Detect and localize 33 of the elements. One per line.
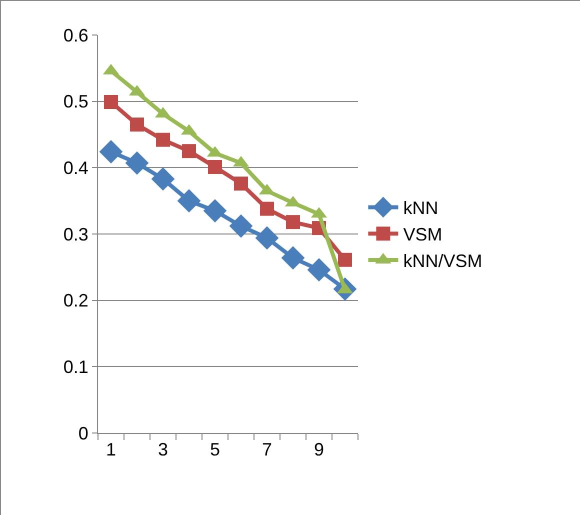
legend-label: VSM [403,224,442,245]
point [208,160,222,174]
legend-label: kNN/VSM [403,251,482,272]
point [104,95,118,109]
point [234,176,248,191]
y-tick-label: 0.1 [63,356,88,377]
point [99,140,123,164]
x-tick-label: 9 [314,440,324,460]
x-tick-label: 7 [262,440,272,460]
point [281,246,305,270]
point [177,189,201,213]
point [125,151,149,175]
point [182,144,196,158]
y-tick-label: 0 [78,423,88,444]
y-tick-label: 0.5 [63,92,88,112]
point [260,202,274,216]
x-tick-label: 5 [210,440,220,460]
y-tick-label: 0.3 [63,224,88,244]
point [338,252,352,267]
y-tick-label: 0.4 [63,158,88,178]
point [151,167,175,191]
y-tick-label: 0.6 [63,25,88,46]
point [203,199,227,222]
point [286,215,300,230]
point [255,226,279,250]
y-tick-label: 0.2 [63,290,88,311]
legend-label: kNN [403,198,438,218]
point [307,258,331,282]
x-tick-label: 3 [158,440,168,460]
x-tick-label: 1 [106,440,116,460]
point [156,132,170,147]
point [229,214,253,238]
point [130,118,144,132]
